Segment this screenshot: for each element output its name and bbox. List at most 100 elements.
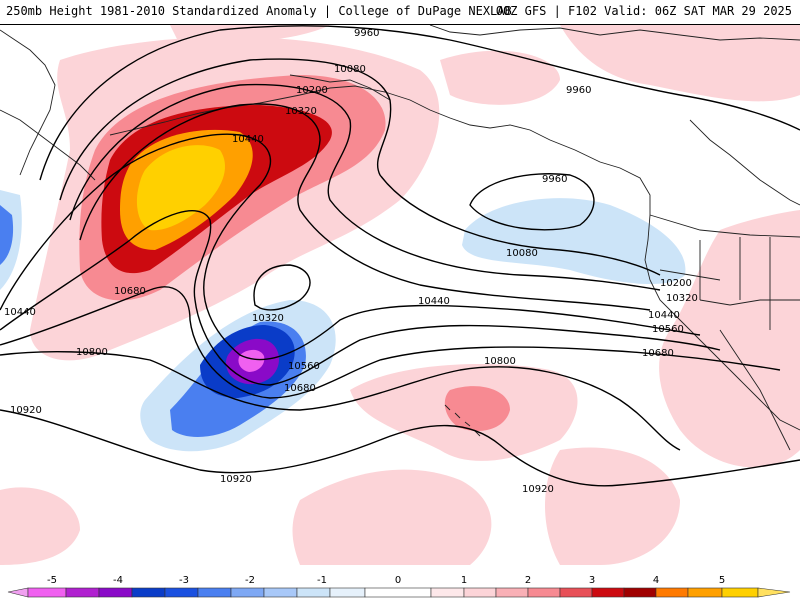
colorbar-swatch (98, 587, 133, 598)
colorbar-swatch (197, 587, 232, 598)
anomaly-pos1-region (659, 210, 800, 468)
colorbar-label: -2 (245, 575, 255, 586)
map-header: 250mb Height 1981-2010 Standardized Anom… (0, 0, 800, 25)
colorbar-arrow-high (757, 587, 791, 598)
coastlines (0, 25, 800, 451)
contour-10440 (0, 133, 701, 361)
colorbar-swatch (131, 587, 166, 598)
hawaii (444, 404, 481, 437)
colorbar-swatch (164, 587, 199, 598)
colorbar-label: -5 (47, 575, 57, 586)
contour-label: 9960 (566, 85, 591, 96)
colorbar-swatch (296, 587, 331, 598)
contour-10200 (69, 83, 661, 291)
colorbar-label: 4 (653, 575, 659, 586)
colorbar-swatch (591, 587, 625, 598)
anomaly-pos2-region (444, 386, 510, 431)
contour-label: 10680 (114, 286, 146, 297)
map-title: 250mb Height 1981-2010 Standardized Anom… (6, 4, 512, 18)
contour-label: 10560 (288, 361, 320, 372)
west-coast (689, 119, 800, 206)
colorbar-swatch (263, 587, 298, 598)
color-scale-legend: -5 -4 -3 -2 -1 0 1 2 3 4 5 (7, 575, 791, 598)
colorbar-swatch (65, 587, 100, 598)
colorbar-swatch (230, 587, 265, 598)
contour-label: 10440 (232, 134, 264, 145)
arctic-coast (429, 25, 800, 41)
contour-10320 (79, 103, 651, 311)
contour-label: 10680 (284, 383, 316, 394)
anomaly-pos1-region (0, 487, 80, 565)
anomaly-neg5-region (238, 349, 265, 372)
contour-label: 10800 (484, 356, 516, 367)
positive-anomaly-shading (0, 25, 800, 565)
contour-label: 9960 (542, 174, 567, 185)
contour-label: 10680 (642, 348, 674, 359)
colorbar-swatch (527, 587, 561, 598)
anomaly-pos1-region (440, 50, 560, 105)
contour-9960 (39, 25, 800, 181)
contour-10680 (0, 286, 781, 399)
anomaly-pos1-region (292, 469, 492, 565)
contour-label: 10320 (252, 313, 284, 324)
contour-label: 10800 (76, 347, 108, 358)
colorbar-swatch (687, 587, 723, 598)
colorbar-swatch (559, 587, 593, 598)
colorbar-label: 1 (461, 575, 467, 586)
colorbar-label: 5 (719, 575, 725, 586)
contour-label: 10200 (296, 85, 328, 96)
baja-coast (719, 329, 791, 451)
colorbar-swatch (495, 587, 529, 598)
contour-label: 10920 (522, 484, 554, 495)
colorbar-label: 0 (395, 575, 401, 586)
contour-label: 10920 (220, 474, 252, 485)
colorbar-swatch (721, 587, 759, 598)
colorbar-label: -1 (317, 575, 327, 586)
contour-10560 (0, 210, 721, 386)
anomaly-pos1-region (170, 25, 330, 45)
colorbar-swatch (430, 587, 465, 598)
contour-label: 10440 (648, 310, 680, 321)
aleutian-islands (0, 109, 96, 181)
contour-10920 (0, 409, 800, 487)
anomaly-map: 9960 10080 10200 10320 10440 9960 9960 1… (0, 25, 800, 565)
colorbar-swatch (27, 587, 67, 598)
anomaly-neg2-region (0, 205, 14, 265)
colorbar-swatch (623, 587, 657, 598)
contour-label: 10440 (4, 307, 36, 318)
contour-9960-low (469, 173, 595, 231)
contour-label: 10560 (652, 324, 684, 335)
canada-border (649, 214, 800, 238)
contour-label: 10200 (660, 278, 692, 289)
state-border (659, 237, 771, 330)
contour-label: 10080 (334, 64, 366, 75)
west-coast (644, 214, 800, 431)
colorbar-arrow-low (7, 587, 29, 598)
contour-label: 10440 (418, 296, 450, 307)
alaska-interior-line (289, 74, 391, 101)
height-contours (0, 25, 800, 487)
anomaly-pos1-region (545, 447, 680, 565)
colorbar-label: -3 (179, 575, 189, 586)
contour-10080 (59, 58, 661, 276)
valid-time: 00Z GFS | F102 Valid: 06Z SAT MAR 29 202… (495, 4, 792, 18)
contour-label: 10320 (285, 106, 317, 117)
us-mexico-border (699, 299, 800, 306)
contour-10800 (0, 351, 681, 451)
colorbar-swatch (329, 587, 366, 598)
contour-label: 10920 (10, 405, 42, 416)
contour-labels: 9960 10080 10200 10320 10440 9960 9960 1… (4, 28, 698, 495)
colorbar-labels: -5 -4 -3 -2 -1 0 1 2 3 4 5 (47, 575, 725, 586)
anomaly-pos1-region (560, 25, 800, 102)
colorbar-label: -4 (113, 575, 123, 586)
contour-label: 10080 (506, 248, 538, 259)
colorbar-label: 2 (525, 575, 531, 586)
colorbar-swatch (364, 587, 432, 598)
asia-coastline (0, 29, 56, 176)
colorbar-swatch (463, 587, 497, 598)
colorbar-label: 3 (589, 575, 595, 586)
anomaly-pos5-region (136, 145, 225, 231)
colorbar-swatch (655, 587, 689, 598)
contour-label: 10320 (666, 293, 698, 304)
alaska-coastline (109, 85, 651, 215)
